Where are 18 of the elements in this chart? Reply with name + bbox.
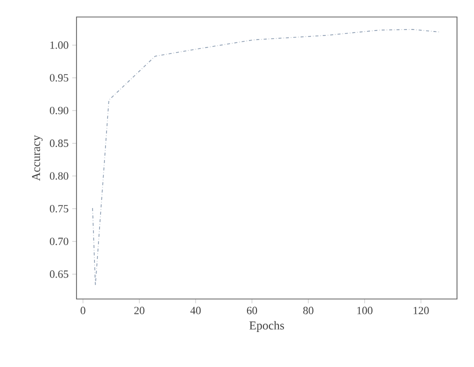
x-tick-label: 60 bbox=[246, 306, 258, 314]
y-tick-label: 0.75 bbox=[50, 204, 68, 212]
y-axis-title: Accuracy bbox=[32, 135, 43, 181]
x-axis-title: Epochs bbox=[249, 321, 284, 332]
x-tick-label: 100 bbox=[357, 306, 372, 314]
y-tick-label: 0.85 bbox=[50, 140, 68, 148]
x-tick-label: 0 bbox=[80, 306, 86, 314]
x-tick-label: 40 bbox=[190, 306, 201, 314]
x-tick-label: 20 bbox=[134, 306, 144, 314]
y-tick-label: 0.95 bbox=[50, 74, 68, 82]
y-tick-label: 1.00 bbox=[50, 41, 68, 49]
line-series bbox=[92, 29, 440, 286]
x-tick-label: 120 bbox=[414, 306, 429, 314]
y-tick-label: 0.80 bbox=[50, 172, 68, 180]
y-tick-label: 0.65 bbox=[50, 270, 68, 278]
y-tick-label: 0.70 bbox=[50, 238, 68, 246]
y-tick-label: 0.90 bbox=[50, 106, 68, 114]
x-tick-label: 80 bbox=[303, 306, 314, 314]
